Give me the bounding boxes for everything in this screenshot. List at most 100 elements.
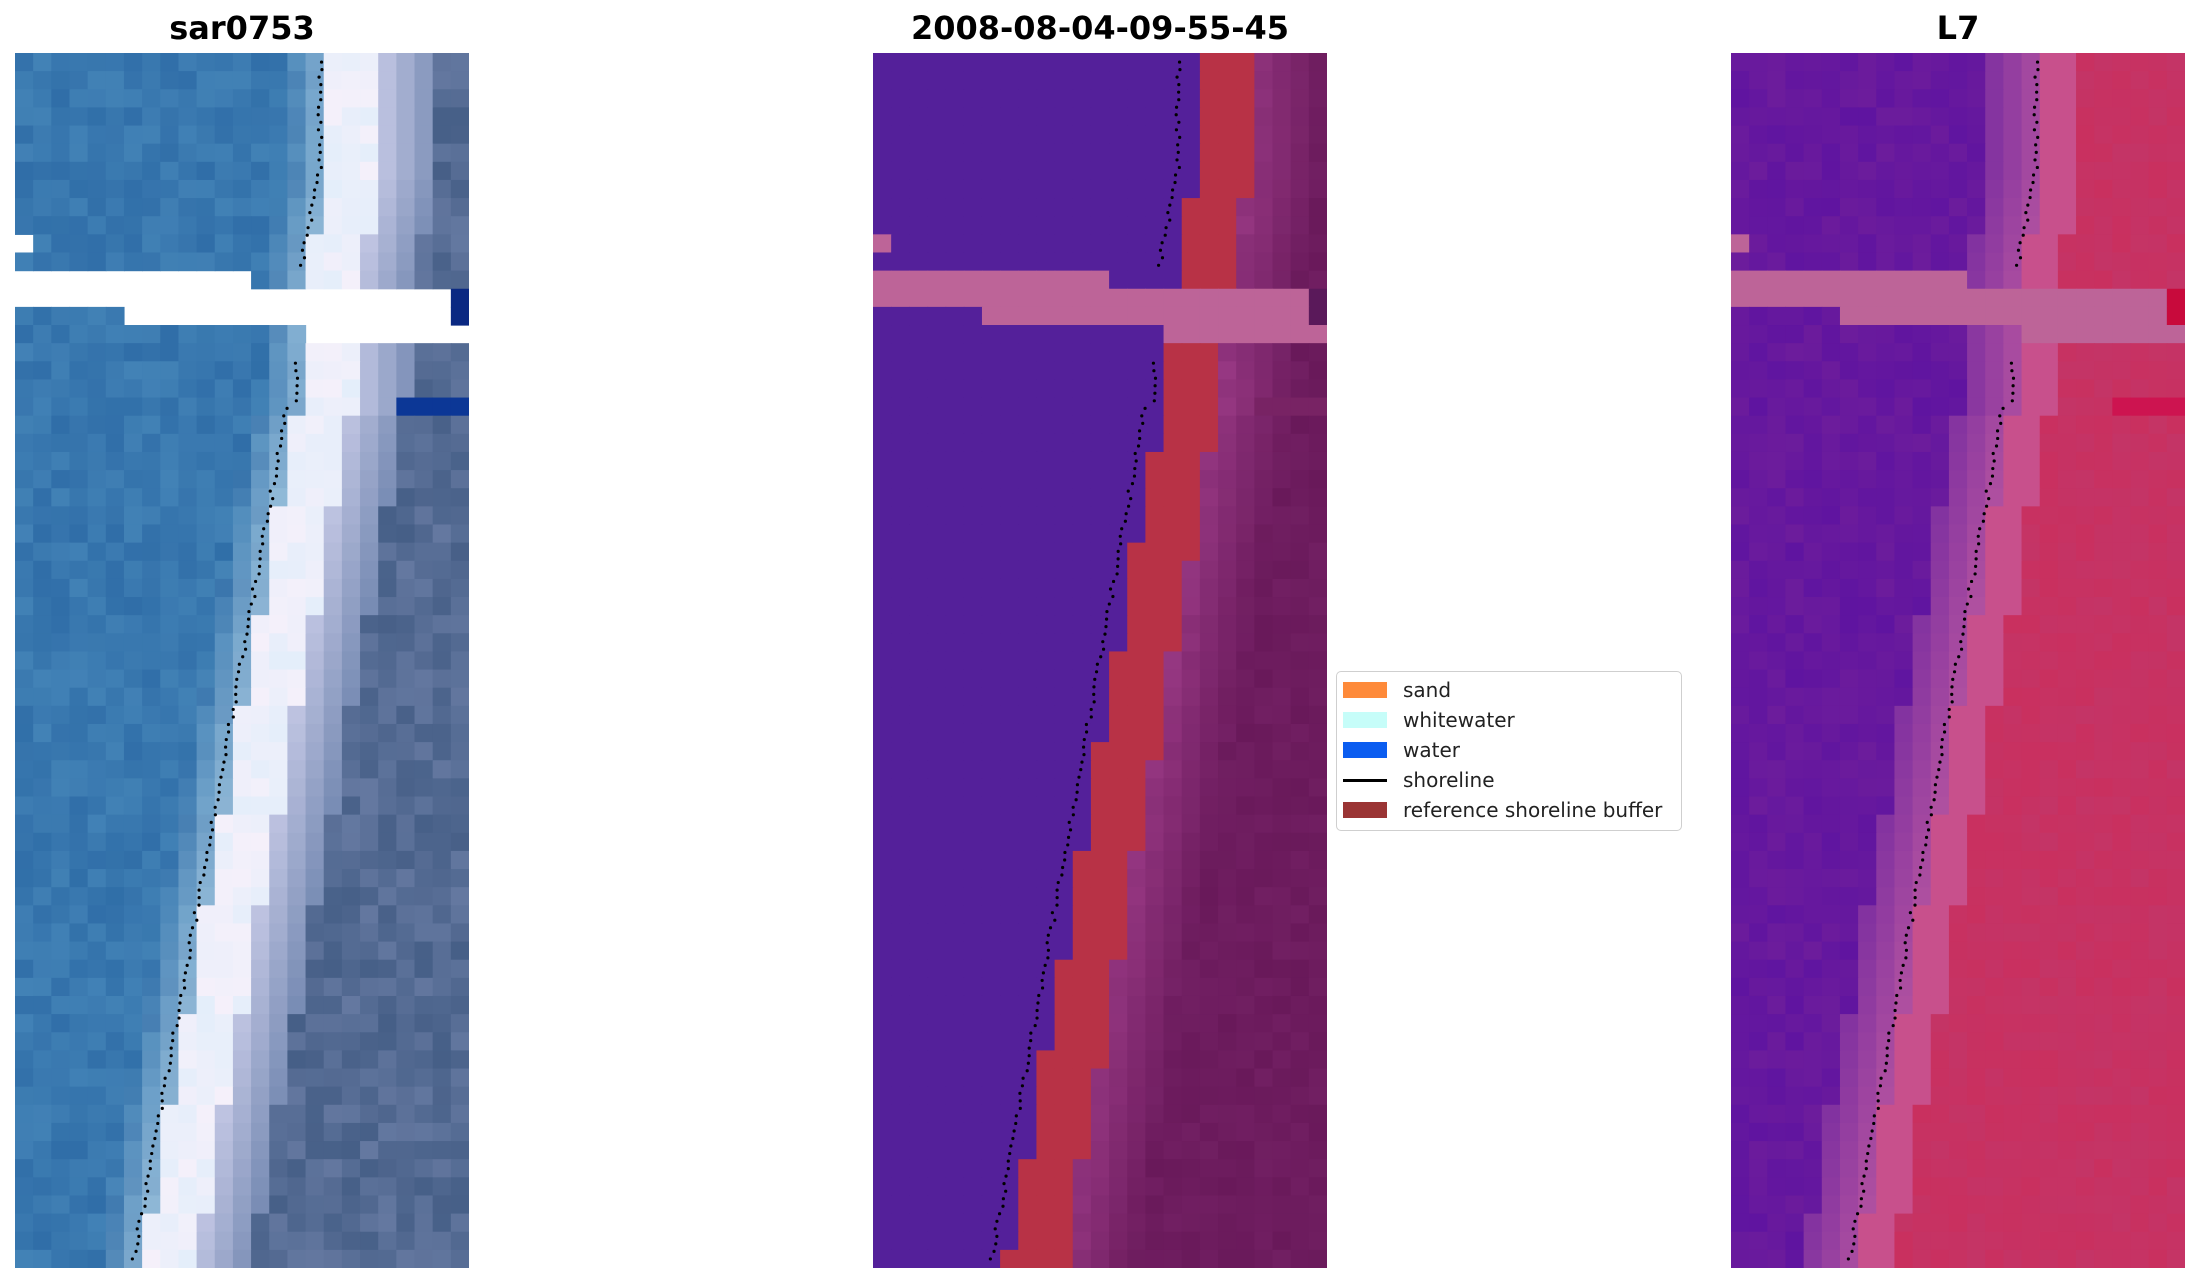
shoreline-point	[1134, 459, 1138, 463]
panel-title-l7: L7	[1936, 9, 1980, 47]
shoreline-point	[246, 625, 250, 629]
shoreline-point	[1055, 903, 1059, 907]
shoreline-point	[988, 1257, 992, 1261]
panel-title-date: 2008-08-04-09-55-45	[910, 9, 1290, 47]
shoreline-point	[1171, 188, 1175, 192]
shoreline-point	[2001, 406, 2005, 410]
shoreline-point	[2022, 226, 2026, 230]
shoreline-point	[1996, 436, 2000, 441]
shoreline-point	[1153, 376, 1158, 380]
shoreline-point	[1033, 1023, 1037, 1028]
shoreline-point	[1075, 783, 1080, 787]
shoreline-point	[1132, 474, 1137, 478]
shoreline-point	[1056, 880, 1060, 885]
shoreline-point	[162, 1084, 166, 1088]
shoreline-point	[1974, 557, 1978, 561]
shoreline-point	[1178, 67, 1182, 72]
legend-label-whitewater: whitewater	[1403, 708, 1515, 732]
shoreline-point	[319, 60, 324, 64]
legend-item-reference-buffer: reference shoreline buffer	[1343, 796, 1662, 824]
shoreline-point	[1004, 1189, 1008, 1193]
shoreline-point	[1115, 572, 1119, 576]
shoreline-point	[315, 173, 320, 177]
shoreline-point	[2016, 248, 2021, 252]
shoreline-point	[1866, 1151, 1870, 1156]
classified-image	[873, 53, 1327, 1268]
shoreline-point	[265, 519, 269, 523]
shoreline-point	[182, 986, 187, 990]
shoreline-point	[1152, 399, 1156, 403]
shoreline-point	[1040, 986, 1045, 990]
shoreline-point	[210, 828, 215, 832]
shoreline-point	[1174, 128, 1179, 132]
shoreline-point	[1885, 1046, 1889, 1050]
shoreline-point	[150, 1151, 154, 1156]
shoreline-point	[1153, 384, 1157, 388]
shoreline-point	[1851, 1227, 1855, 1231]
shoreline-point	[1959, 647, 1964, 651]
shoreline-point	[319, 98, 323, 102]
shoreline-point	[313, 188, 317, 192]
shoreline-point	[171, 1031, 175, 1035]
shoreline-point	[295, 391, 299, 395]
shoreline-point	[1071, 813, 1075, 817]
shoreline-point	[148, 1159, 152, 1163]
shoreline-point	[1940, 737, 1944, 742]
shoreline-point	[1981, 519, 1985, 523]
shoreline-point	[1884, 1061, 1888, 1065]
shoreline-point	[1101, 640, 1105, 644]
shoreline-point	[1068, 828, 1073, 832]
shoreline-point	[2024, 211, 2028, 215]
shoreline-point	[188, 948, 193, 952]
shoreline-point	[1878, 1084, 1882, 1088]
shoreline-point	[245, 632, 249, 636]
shoreline-point	[1937, 768, 1941, 772]
shoreline-point	[205, 850, 209, 855]
shoreline-point	[293, 361, 298, 365]
shoreline-point	[1860, 1182, 1864, 1186]
shoreline-point	[1991, 466, 1995, 471]
shoreline-point	[1055, 896, 1059, 900]
shoreline-point	[1041, 971, 1045, 975]
shoreline-point	[1175, 75, 1179, 79]
shoreline-point	[1045, 941, 1049, 945]
shoreline-point	[1984, 504, 1989, 508]
shoreline-point	[1864, 1167, 1868, 1171]
shoreline-point	[243, 647, 248, 651]
shoreline-point	[294, 369, 298, 373]
shoreline-point	[163, 1076, 167, 1080]
shoreline-point	[283, 421, 287, 425]
shoreline-point	[160, 1099, 164, 1103]
shoreline-point	[1012, 1129, 1016, 1133]
shoreline-point	[2032, 105, 2037, 109]
shoreline-point	[249, 602, 253, 606]
shoreline-point	[1921, 850, 1925, 855]
shoreline-point	[1093, 677, 1097, 681]
shoreline-point	[146, 1189, 150, 1193]
shoreline-point	[1862, 1174, 1866, 1178]
shoreline-point	[1123, 519, 1127, 523]
shoreline-point	[282, 414, 286, 418]
shoreline-point	[257, 572, 261, 576]
shoreline-point	[1998, 414, 2002, 418]
shoreline-point	[1177, 90, 1181, 94]
shoreline-point	[1951, 677, 1955, 681]
shoreline-point	[1018, 1099, 1022, 1103]
shoreline-point	[1137, 429, 1142, 433]
shoreline-point	[1178, 135, 1182, 139]
shoreline-point	[1173, 173, 1178, 177]
shoreline-point	[1009, 1144, 1013, 1148]
shoreline-point	[1141, 421, 1145, 425]
shoreline-point	[1893, 1016, 1897, 1020]
shoreline-point	[185, 963, 189, 967]
shoreline-point	[1978, 527, 1982, 531]
shoreline-point	[2011, 384, 2015, 388]
shoreline-point	[260, 534, 264, 538]
shoreline-point	[1143, 406, 1147, 410]
index-image-panel	[1731, 53, 2185, 1268]
shoreline-point	[317, 75, 321, 79]
shoreline-point	[2032, 113, 2036, 117]
shoreline-point	[1089, 715, 1093, 719]
shoreline-point	[148, 1167, 152, 1171]
shoreline-point	[1913, 903, 1917, 907]
